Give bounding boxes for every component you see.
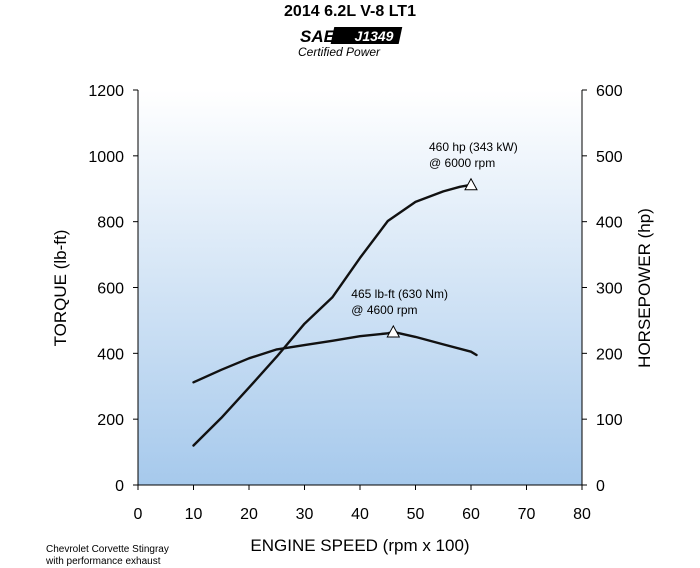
sae-standard-text: J1349 — [355, 28, 394, 44]
y-right-tick-label: 100 — [596, 412, 623, 429]
torque-curve — [192, 330, 478, 384]
x-tick-label: 80 — [573, 506, 591, 523]
axes: 0 10 20 30 40 50 60 70 8002004006008001000120001… — [88, 83, 622, 523]
chart-title: 2014 6.2L V-8 LT1 — [284, 3, 416, 20]
annotation-layer: 460 hp (343 kW) @ 6000 rpm 465 lb-ft (630 … — [351, 140, 518, 338]
footnote: Chevrolet Corvette Stingray with perform… — [46, 544, 169, 568]
y-left-axis-title: TORQUE (lb-ft) — [51, 230, 70, 347]
peak-torque-label-line-1: 465 lb-ft (630 Nm) — [351, 287, 448, 301]
x-tick-label: 50 — [407, 506, 425, 523]
y-left-tick-label: 0 — [115, 478, 124, 495]
footnote-line-1: Chevrolet Corvette Stingray — [46, 544, 169, 555]
peak-horsepower-label-line-1: 460 hp (343 kW) — [429, 140, 518, 154]
horsepower-curve — [192, 183, 473, 447]
y-left-tick-label: 1000 — [88, 149, 124, 166]
sae-certification-logo: SAE J1349 Certified Power — [298, 27, 403, 59]
sae-badge-box — [330, 27, 403, 44]
y-left-tick-label: 1200 — [88, 83, 124, 100]
peak-torque-marker — [386, 324, 401, 338]
y-right-tick-label: 300 — [596, 281, 623, 298]
sae-logo-text: SAE — [300, 27, 336, 46]
y-right-tick-label: 600 — [596, 83, 623, 100]
x-tick-label: 70 — [518, 506, 536, 523]
y-left-tick-label: 200 — [97, 412, 124, 429]
y-left-tick-label: 800 — [97, 215, 124, 232]
y-right-tick-label: 500 — [596, 149, 623, 166]
x-axis-title: ENGINE SPEED (rpm x 100) — [250, 536, 469, 555]
x-tick-label: 10 — [185, 506, 203, 523]
y-left-tick-label: 400 — [97, 346, 124, 363]
x-tick-label: 30 — [296, 506, 314, 523]
plot-area — [138, 90, 582, 485]
peak-horsepower-label-line-2: @ 6000 rpm — [429, 156, 495, 170]
series-layer — [192, 183, 478, 447]
y-right-tick-label: 400 — [596, 215, 623, 232]
x-tick-label: 60 — [462, 506, 480, 523]
sae-caption-text: Certified Power — [298, 45, 381, 59]
y-right-tick-label: 200 — [596, 346, 623, 363]
peak-torque-label-line-2: @ 4600 rpm — [351, 303, 417, 317]
x-tick-label: 0 — [134, 506, 143, 523]
y-right-tick-label: 0 — [596, 478, 605, 495]
y-left-tick-label: 600 — [97, 281, 124, 298]
peak-horsepower-marker — [464, 177, 478, 191]
footnote-line-2: with performance exhaust — [46, 556, 161, 567]
y-right-axis-title: HORSEPOWER (hp) — [635, 208, 654, 368]
x-tick-label: 20 — [240, 506, 258, 523]
x-tick-label: 40 — [351, 506, 369, 523]
